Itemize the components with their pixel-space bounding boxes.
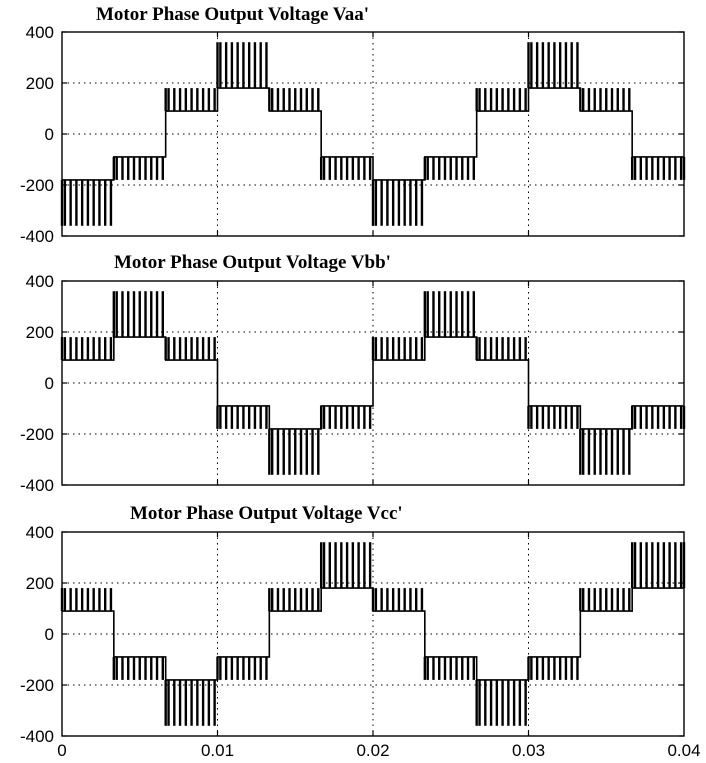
y-tick-label: 400 bbox=[26, 272, 54, 291]
chart-title: Motor Phase Output Voltage Vaa' bbox=[96, 4, 369, 25]
y-tick-label: -400 bbox=[20, 727, 54, 746]
y-tick-label: 200 bbox=[26, 323, 54, 342]
chart-title: Motor Phase Output Voltage Vcc' bbox=[130, 503, 403, 524]
x-tick-label: 0.02 bbox=[356, 741, 389, 760]
y-tick-label: 0 bbox=[45, 625, 54, 644]
waveform-series bbox=[60, 42, 686, 226]
y-tick-label: -400 bbox=[20, 476, 54, 495]
chart-title: Motor Phase Output Voltage Vbb' bbox=[114, 252, 391, 273]
x-tick-label: 0 bbox=[57, 741, 66, 760]
x-tick-label: 0.03 bbox=[512, 741, 545, 760]
y-tick-label: 0 bbox=[45, 374, 54, 393]
y-tick-label: -200 bbox=[20, 676, 54, 695]
y-tick-label: -400 bbox=[20, 227, 54, 246]
y-tick-label: 0 bbox=[45, 125, 54, 144]
waveform-series bbox=[60, 542, 686, 726]
y-tick-label: 200 bbox=[26, 574, 54, 593]
y-tick-label: -200 bbox=[20, 176, 54, 195]
chart-panel-vbb: Motor Phase Output Voltage Vbb' 400 200 0 -… bbox=[20, 252, 686, 495]
x-tick-label: 0.04 bbox=[667, 741, 700, 760]
y-tick-label: 200 bbox=[26, 74, 54, 93]
y-tick-label: 400 bbox=[26, 23, 54, 42]
chart-panel-vaa: Motor Phase Output Voltage Vaa' 400 200 0 -… bbox=[20, 4, 686, 246]
waveform-series bbox=[60, 291, 686, 475]
x-tick-label: 0.01 bbox=[201, 741, 234, 760]
chart-panel-vcc: Motor Phase Output Voltage Vcc' 4002000-… bbox=[20, 503, 701, 760]
y-tick-label: -200 bbox=[20, 425, 54, 444]
y-tick-label: 400 bbox=[26, 523, 54, 542]
